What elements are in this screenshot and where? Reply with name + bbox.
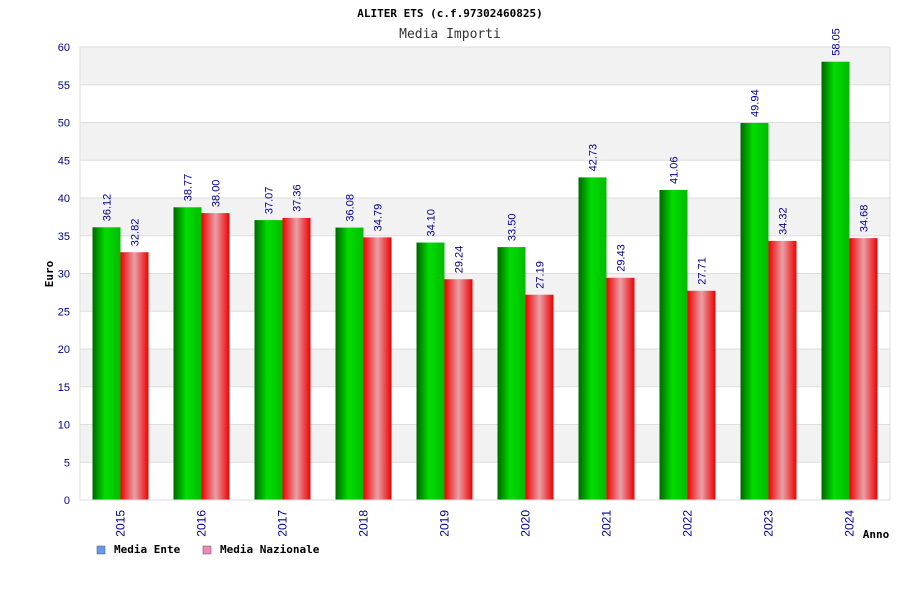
x-tick-label: 2023 [762, 510, 776, 537]
y-tick-label: 40 [58, 193, 70, 205]
y-tick-label: 45 [58, 155, 70, 167]
plot-band [80, 84, 890, 123]
x-axis-label: Anno [863, 528, 890, 541]
y-tick-label: 60 [58, 42, 70, 54]
y-tick-label: 35 [58, 231, 70, 243]
bar-media-ente [335, 227, 364, 500]
data-label: 49.94 [750, 89, 762, 117]
bar-media-nazionale [201, 213, 230, 500]
chart-subtitle: Media Importi [399, 27, 501, 42]
y-tick-label: 20 [58, 344, 70, 356]
data-label: 29.43 [616, 244, 628, 272]
bar-media-nazionale [444, 279, 473, 500]
bar-media-ente [740, 122, 769, 500]
legend: Media Ente Media Nazionale [96, 543, 320, 556]
y-tick-label: 5 [64, 457, 70, 469]
data-label: 38.00 [211, 180, 223, 208]
x-tick-label: 2015 [114, 510, 128, 537]
bar-media-nazionale [282, 217, 311, 500]
y-tick-label: 0 [64, 495, 70, 507]
data-label: 27.71 [697, 257, 709, 285]
bar-media-ente [173, 207, 202, 500]
data-label: 34.79 [373, 204, 385, 232]
data-label: 34.32 [778, 207, 790, 235]
y-tick-label: 15 [58, 382, 70, 394]
chart-title: ALITER ETS (c.f.97302460825) [357, 7, 542, 20]
bar-media-nazionale [849, 238, 878, 500]
bar-media-ente [416, 242, 445, 501]
x-tick-label: 2024 [843, 510, 857, 537]
legend-swatch-media-nazionale [202, 545, 212, 555]
y-tick-label: 10 [58, 420, 70, 432]
bar-media-ente [578, 177, 607, 501]
data-label: 27.19 [535, 261, 547, 289]
legend-label-media-ente: Media Ente [114, 543, 181, 556]
legend-label-media-nazionale: Media Nazionale [220, 543, 320, 556]
data-label: 38.77 [183, 174, 195, 202]
bar-media-nazionale [687, 290, 716, 500]
bar-media-nazionale [363, 237, 392, 500]
data-label: 32.82 [130, 219, 142, 247]
bar-media-ente [254, 220, 283, 500]
data-label: 34.68 [859, 205, 871, 233]
bar-media-ente [92, 227, 121, 500]
x-tick-label: 2019 [438, 510, 452, 537]
data-label: 29.24 [454, 246, 466, 274]
bar-media-nazionale [768, 240, 797, 500]
data-label: 36.12 [102, 194, 114, 222]
x-tick-label: 2017 [276, 510, 290, 537]
bar-media-nazionale [525, 294, 554, 500]
y-tick-label: 25 [58, 306, 70, 318]
data-label: 42.73 [588, 144, 600, 172]
axes: 0 5 10 15 20 25 30 35 40 45 50 55 60 2015 2016 2017 2018… [58, 42, 891, 537]
bar-media-nazionale [120, 252, 149, 500]
bars: 36.12 32.82 38.77 38.00 37.07 37.36 36.08 34.79… [92, 28, 878, 501]
x-tick-label: 2020 [519, 510, 533, 537]
data-label: 41.06 [669, 156, 681, 184]
y-tick-label: 30 [58, 269, 70, 281]
data-label: 34.10 [426, 209, 438, 237]
x-tick-label: 2021 [600, 510, 614, 537]
bar-media-nazionale [606, 277, 635, 500]
bar-media-ente [497, 247, 526, 500]
data-label: 58.05 [831, 28, 843, 56]
data-label: 36.08 [345, 194, 357, 222]
bar-media-ente [821, 61, 850, 500]
x-tick-label: 2022 [681, 510, 695, 537]
x-tick-label: 2018 [357, 510, 371, 537]
plot-band [80, 47, 890, 85]
data-label: 33.50 [507, 214, 519, 242]
y-tick-label: 55 [58, 80, 70, 92]
legend-swatch-media-ente [96, 545, 106, 555]
x-tick-label: 2016 [195, 510, 209, 537]
bar-media-ente [659, 189, 688, 500]
y-axis-label: Euro [43, 260, 56, 287]
y-tick-label: 50 [58, 118, 70, 130]
data-label: 37.36 [292, 184, 304, 212]
data-label: 37.07 [264, 187, 276, 215]
